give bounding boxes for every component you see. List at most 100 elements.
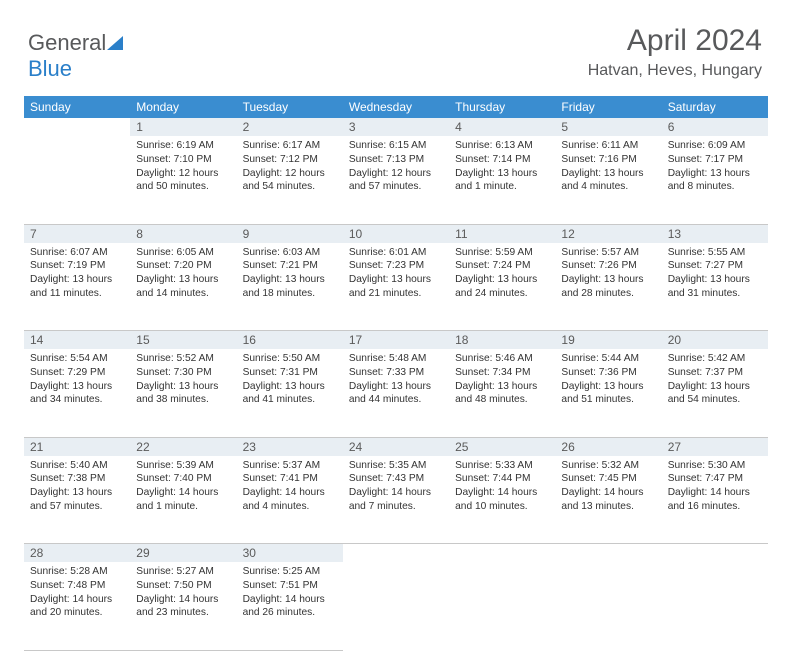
daylight-text: Daylight: 14 hours and 23 minutes. [136,593,230,621]
daynum-row: 21222324252627 [24,437,768,456]
sunset-text: Sunset: 7:37 PM [668,366,762,380]
day-number: 18 [449,331,555,350]
day-number [555,544,661,563]
day-cell: Sunrise: 5:27 AMSunset: 7:50 PMDaylight:… [130,562,236,650]
day-cell-body: Sunrise: 5:46 AMSunset: 7:34 PMDaylight:… [449,349,555,413]
sunset-text: Sunset: 7:12 PM [243,153,337,167]
sunrise-text: Sunrise: 6:15 AM [349,139,443,153]
day-cell: Sunrise: 5:57 AMSunset: 7:26 PMDaylight:… [555,243,661,331]
sunrise-text: Sunrise: 6:09 AM [668,139,762,153]
sunrise-text: Sunrise: 5:59 AM [455,246,549,260]
day-number [24,118,130,136]
sunset-text: Sunset: 7:34 PM [455,366,549,380]
day-cell: Sunrise: 6:07 AMSunset: 7:19 PMDaylight:… [24,243,130,331]
sunset-text: Sunset: 7:43 PM [349,472,443,486]
day-cell-body: Sunrise: 6:01 AMSunset: 7:23 PMDaylight:… [343,243,449,307]
sunrise-text: Sunrise: 6:11 AM [561,139,655,153]
daylight-text: Daylight: 13 hours and 1 minute. [455,167,549,195]
daylight-text: Daylight: 13 hours and 38 minutes. [136,380,230,408]
daylight-text: Daylight: 13 hours and 34 minutes. [30,380,124,408]
day-cell: Sunrise: 5:25 AMSunset: 7:51 PMDaylight:… [237,562,343,650]
daynum-row: 282930 [24,544,768,563]
day-number: 25 [449,437,555,456]
weekday-header: Saturday [662,96,768,118]
day-cell: Sunrise: 6:05 AMSunset: 7:20 PMDaylight:… [130,243,236,331]
daylight-text: Daylight: 14 hours and 1 minute. [136,486,230,514]
day-cell: Sunrise: 5:54 AMSunset: 7:29 PMDaylight:… [24,349,130,437]
day-cell-body: Sunrise: 5:44 AMSunset: 7:36 PMDaylight:… [555,349,661,413]
daylight-text: Daylight: 14 hours and 10 minutes. [455,486,549,514]
daylight-text: Daylight: 14 hours and 4 minutes. [243,486,337,514]
weekday-header: Wednesday [343,96,449,118]
weekday-header: Sunday [24,96,130,118]
day-number [662,544,768,563]
day-cell-body: Sunrise: 5:39 AMSunset: 7:40 PMDaylight:… [130,456,236,520]
sunset-text: Sunset: 7:47 PM [668,472,762,486]
day-number: 13 [662,224,768,243]
day-cell-body: Sunrise: 6:09 AMSunset: 7:17 PMDaylight:… [662,136,768,200]
sunrise-text: Sunrise: 6:07 AM [30,246,124,260]
sunset-text: Sunset: 7:10 PM [136,153,230,167]
weekday-header: Friday [555,96,661,118]
daylight-text: Daylight: 13 hours and 8 minutes. [668,167,762,195]
sunset-text: Sunset: 7:27 PM [668,259,762,273]
weekday-header-row: SundayMondayTuesdayWednesdayThursdayFrid… [24,96,768,118]
daylight-text: Daylight: 13 hours and 41 minutes. [243,380,337,408]
sunset-text: Sunset: 7:41 PM [243,472,337,486]
day-cell-body: Sunrise: 5:59 AMSunset: 7:24 PMDaylight:… [449,243,555,307]
day-cell: Sunrise: 5:28 AMSunset: 7:48 PMDaylight:… [24,562,130,650]
daylight-text: Daylight: 12 hours and 50 minutes. [136,167,230,195]
day-cell-body: Sunrise: 5:28 AMSunset: 7:48 PMDaylight:… [24,562,130,626]
day-cell-body: Sunrise: 5:33 AMSunset: 7:44 PMDaylight:… [449,456,555,520]
sunset-text: Sunset: 7:19 PM [30,259,124,273]
sunrise-text: Sunrise: 5:37 AM [243,459,337,473]
day-number: 24 [343,437,449,456]
sunset-text: Sunset: 7:21 PM [243,259,337,273]
day-cell: Sunrise: 5:55 AMSunset: 7:27 PMDaylight:… [662,243,768,331]
day-number: 19 [555,331,661,350]
day-cell-body: Sunrise: 5:55 AMSunset: 7:27 PMDaylight:… [662,243,768,307]
sunrise-text: Sunrise: 5:39 AM [136,459,230,473]
sunrise-text: Sunrise: 5:28 AM [30,565,124,579]
day-number: 26 [555,437,661,456]
day-number: 8 [130,224,236,243]
day-number [343,544,449,563]
day-number: 3 [343,118,449,136]
sunrise-text: Sunrise: 5:35 AM [349,459,443,473]
day-number: 16 [237,331,343,350]
location: Hatvan, Heves, Hungary [588,62,762,80]
day-number: 4 [449,118,555,136]
day-cell-body: Sunrise: 6:11 AMSunset: 7:16 PMDaylight:… [555,136,661,200]
sunrise-text: Sunrise: 5:44 AM [561,352,655,366]
sunrise-text: Sunrise: 5:32 AM [561,459,655,473]
day-cell: Sunrise: 6:01 AMSunset: 7:23 PMDaylight:… [343,243,449,331]
day-cell-body: Sunrise: 5:42 AMSunset: 7:37 PMDaylight:… [662,349,768,413]
day-cell-body: Sunrise: 5:37 AMSunset: 7:41 PMDaylight:… [237,456,343,520]
day-number: 21 [24,437,130,456]
sunrise-text: Sunrise: 5:25 AM [243,565,337,579]
day-cell: Sunrise: 5:35 AMSunset: 7:43 PMDaylight:… [343,456,449,544]
content-row: Sunrise: 5:54 AMSunset: 7:29 PMDaylight:… [24,349,768,437]
day-cell: Sunrise: 6:03 AMSunset: 7:21 PMDaylight:… [237,243,343,331]
sunrise-text: Sunrise: 5:55 AM [668,246,762,260]
day-cell-body: Sunrise: 5:50 AMSunset: 7:31 PMDaylight:… [237,349,343,413]
daylight-text: Daylight: 14 hours and 7 minutes. [349,486,443,514]
day-cell-body: Sunrise: 5:48 AMSunset: 7:33 PMDaylight:… [343,349,449,413]
sunset-text: Sunset: 7:45 PM [561,472,655,486]
daylight-text: Daylight: 12 hours and 57 minutes. [349,167,443,195]
sunset-text: Sunset: 7:50 PM [136,579,230,593]
sunrise-text: Sunrise: 5:30 AM [668,459,762,473]
day-cell-body: Sunrise: 6:17 AMSunset: 7:12 PMDaylight:… [237,136,343,200]
day-cell-body: Sunrise: 5:57 AMSunset: 7:26 PMDaylight:… [555,243,661,307]
day-number: 23 [237,437,343,456]
day-number: 1 [130,118,236,136]
sunset-text: Sunset: 7:17 PM [668,153,762,167]
day-number: 6 [662,118,768,136]
day-cell-body: Sunrise: 6:13 AMSunset: 7:14 PMDaylight:… [449,136,555,200]
sunrise-text: Sunrise: 5:33 AM [455,459,549,473]
daylight-text: Daylight: 14 hours and 16 minutes. [668,486,762,514]
day-cell: Sunrise: 5:32 AMSunset: 7:45 PMDaylight:… [555,456,661,544]
day-number: 22 [130,437,236,456]
day-cell-body: Sunrise: 5:30 AMSunset: 7:47 PMDaylight:… [662,456,768,520]
logo-sail-icon [107,36,123,50]
